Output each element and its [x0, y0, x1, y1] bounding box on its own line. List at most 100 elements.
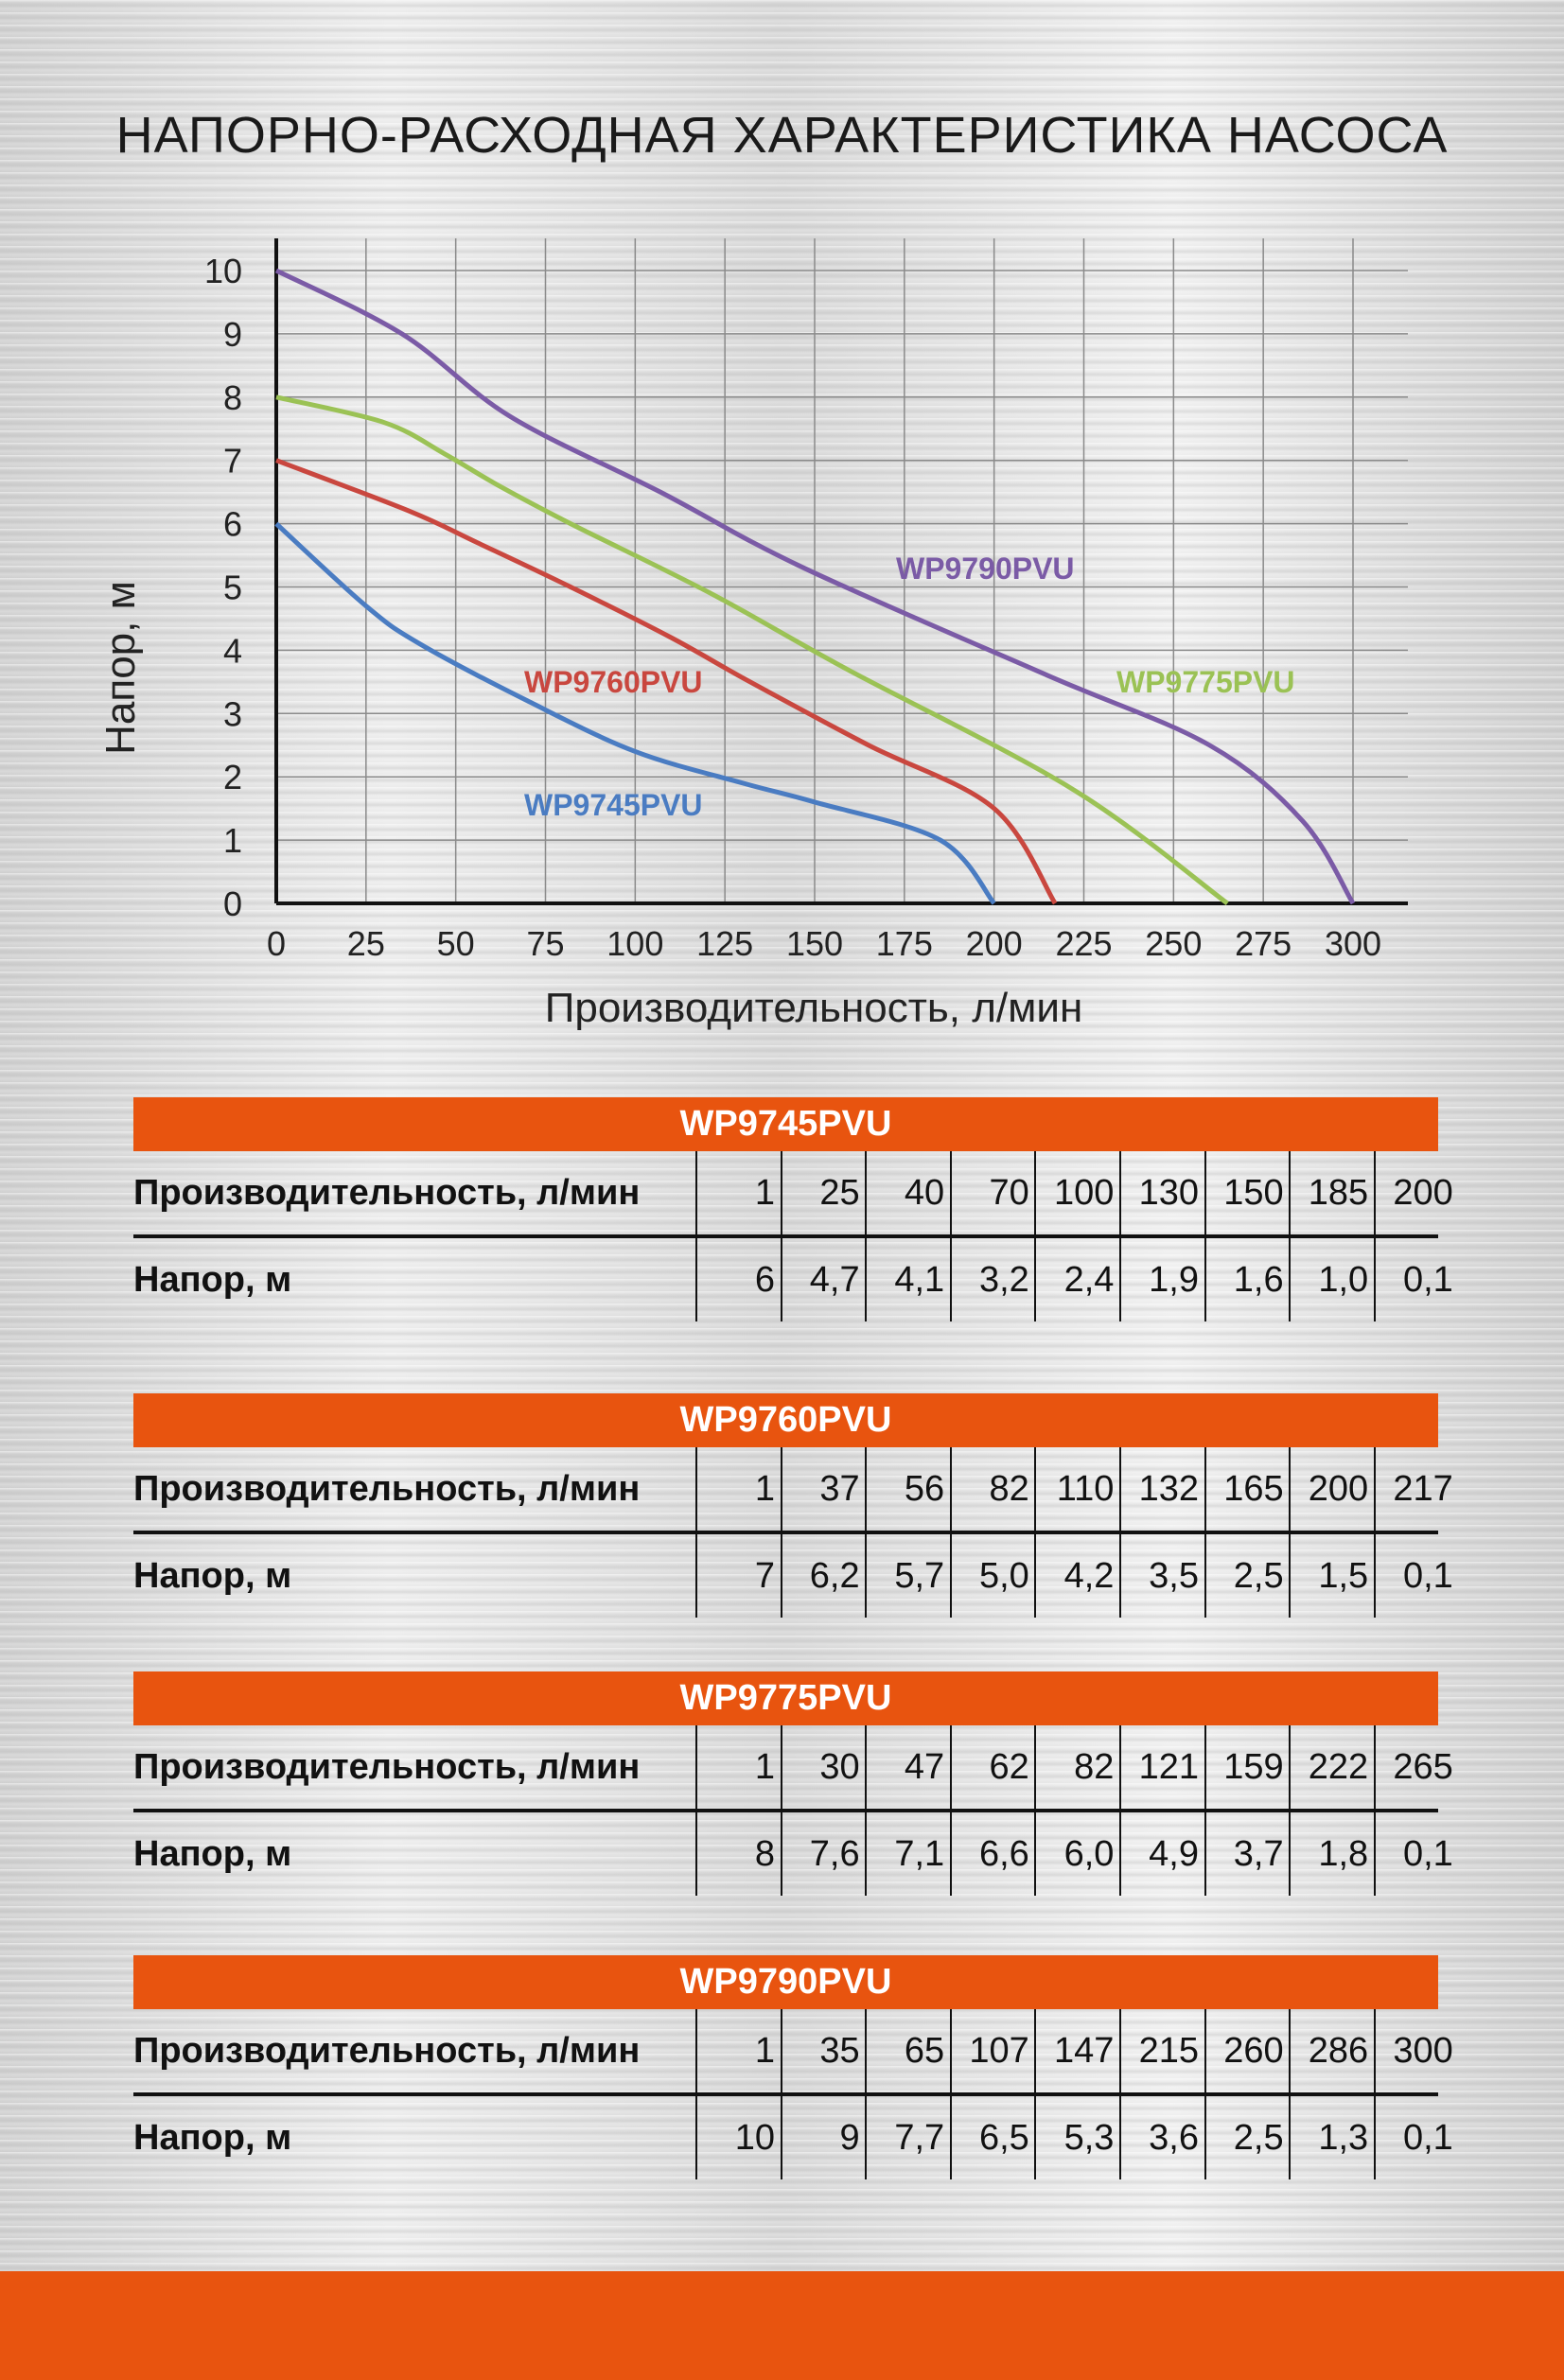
table-cell: 100: [1034, 1151, 1117, 1234]
table-cell: 286: [1289, 2009, 1372, 2092]
table-row: Производительность, л/мин 1 25 40 70 100 130 15…: [133, 1151, 1453, 1238]
x-tick-label: 50: [437, 924, 475, 963]
row-label: Напор, м: [133, 1834, 292, 1874]
table-cell: 6,0: [1034, 1812, 1117, 1896]
y-tick-label: 6: [223, 505, 242, 544]
row-label: Производительность, л/мин: [133, 1173, 641, 1213]
table-cell: 5,3: [1034, 2096, 1117, 2179]
table-model-header: WP9745PVU: [133, 1097, 1438, 1151]
x-tick-label: 225: [1055, 924, 1112, 963]
table-cell: 82: [949, 1447, 1033, 1531]
x-tick-label: 300: [1325, 924, 1381, 963]
table-cell: 150: [1204, 1151, 1288, 1234]
table-cell: 132: [1119, 1447, 1203, 1531]
table-cell: 8: [695, 1812, 779, 1896]
table-cell: 2,5: [1204, 1534, 1288, 1618]
table-cell: 3,2: [949, 1238, 1033, 1321]
series-label: WP9760PVU: [524, 665, 703, 699]
series-line-wp9790pvu: [274, 268, 1356, 905]
table-cell: 0,1: [1373, 1238, 1457, 1321]
table-row: Напор, м 10 9 7,7 6,5 5,3 3,6 2,5 1,3 0,1: [133, 2096, 1453, 2179]
table-cell: 25: [780, 1151, 864, 1234]
row-label: Напор, м: [133, 1260, 292, 1300]
table-cell: 265: [1373, 1725, 1457, 1809]
x-tick-label: 75: [526, 924, 564, 963]
x-tick-label: 100: [606, 924, 663, 963]
x-tick-label: 200: [966, 924, 1023, 963]
table-model-header: WP9775PVU: [133, 1671, 1438, 1725]
table-cell: 56: [865, 1447, 948, 1531]
pump-curve-chart: 0 25 50 75 100 125 150 175 200 225 250 275 300 0 1 2 3 4 5…: [97, 238, 1408, 1031]
table-model-header: WP9760PVU: [133, 1393, 1438, 1447]
table-cell: 6,2: [780, 1534, 864, 1618]
table-cell: 1: [695, 2009, 779, 2092]
table-model-header: WP9790PVU: [133, 1955, 1438, 2009]
table-cell: 4,1: [865, 1238, 948, 1321]
x-tick-label: 250: [1145, 924, 1202, 963]
table-cell: 1: [695, 1725, 779, 1809]
y-tick-label: 10: [204, 252, 242, 290]
table-cell: 82: [1034, 1725, 1117, 1809]
series-line-wp9775pvu: [275, 394, 1229, 906]
table-cell: 1,5: [1289, 1534, 1372, 1618]
row-label: Напор, м: [133, 2118, 292, 2158]
row-label: Производительность, л/мин: [133, 1469, 641, 1509]
table-cell: 185: [1289, 1151, 1372, 1234]
table-cell: 7: [695, 1534, 779, 1618]
table-cell: 6,6: [949, 1812, 1033, 1896]
table-cell: 0,1: [1373, 2096, 1457, 2179]
x-tick-label: 275: [1235, 924, 1292, 963]
table-cell: 7,6: [780, 1812, 864, 1896]
table-cell: 0,1: [1373, 1534, 1457, 1618]
table-cell: 4,7: [780, 1238, 864, 1321]
table-cell: 1,3: [1289, 2096, 1372, 2179]
table-cell: 260: [1204, 2009, 1288, 2092]
table-cell: 5,7: [865, 1534, 948, 1618]
table-cell: 2,4: [1034, 1238, 1117, 1321]
table-cell: 40: [865, 1151, 948, 1234]
x-tick-label: 25: [347, 924, 385, 963]
table-row: Производительность, л/мин 1 37 56 82 110 132 16…: [133, 1447, 1453, 1534]
table-cell: 200: [1289, 1447, 1372, 1531]
row-label: Напор, м: [133, 1556, 292, 1596]
table-cell: 7,7: [865, 2096, 948, 2179]
row-label: Производительность, л/мин: [133, 1747, 641, 1787]
x-tick-label: 175: [876, 924, 933, 963]
x-axis-label: Производительность, л/мин: [545, 985, 1083, 1031]
table-row: Напор, м 6 4,7 4,1 3,2 2,4 1,9 1,6 1,0 0,1: [133, 1238, 1453, 1321]
x-tick-label: 0: [267, 924, 286, 963]
table-cell: 217: [1373, 1447, 1457, 1531]
table-cell: 1,8: [1289, 1812, 1372, 1896]
spec-table: WP9775PVU Производительность, л/мин 1 30 47 6…: [133, 1671, 1453, 1896]
table-cell: 300: [1373, 2009, 1457, 2092]
table-row: Напор, м 8 7,6 7,1 6,6 6,0 4,9 3,7 1,8 0,1: [133, 1812, 1453, 1896]
table-cell: 3,6: [1119, 2096, 1203, 2179]
table-cell: 37: [780, 1447, 864, 1531]
table-cell: 5,0: [949, 1534, 1033, 1618]
table-cell: 3,5: [1119, 1534, 1203, 1618]
series-line-wp9745pvu: [274, 521, 996, 905]
table-cell: 222: [1289, 1725, 1372, 1809]
table-cell: 215: [1119, 2009, 1203, 2092]
y-tick-label: 9: [223, 315, 242, 354]
table-cell: 130: [1119, 1151, 1203, 1234]
table-cell: 3,7: [1204, 1812, 1288, 1896]
y-tick-label: 7: [223, 442, 242, 481]
table-cell: 159: [1204, 1725, 1288, 1809]
spec-table: WP9790PVU Производительность, л/мин 1 35 65 1…: [133, 1955, 1453, 2179]
y-tick-label: 5: [223, 569, 242, 607]
table-cell: 1,9: [1119, 1238, 1203, 1321]
table-cell: 10: [695, 2096, 779, 2179]
table-cell: 0,1: [1373, 1812, 1457, 1896]
table-row: Производительность, л/мин 1 30 47 62 82 121 159…: [133, 1725, 1453, 1812]
row-label: Производительность, л/мин: [133, 2031, 641, 2071]
table-cell: 147: [1034, 2009, 1117, 2092]
y-tick-label: 2: [223, 758, 242, 796]
table-cell: 9: [780, 2096, 864, 2179]
table-cell: 7,1: [865, 1812, 948, 1896]
table-cell: 6,5: [949, 2096, 1033, 2179]
table-cell: 65: [865, 2009, 948, 2092]
table-row: Напор, м 7 6,2 5,7 5,0 4,2 3,5 2,5 1,5 0,1: [133, 1534, 1453, 1618]
y-tick-label: 0: [223, 884, 242, 923]
x-tick-label: 150: [786, 924, 843, 963]
